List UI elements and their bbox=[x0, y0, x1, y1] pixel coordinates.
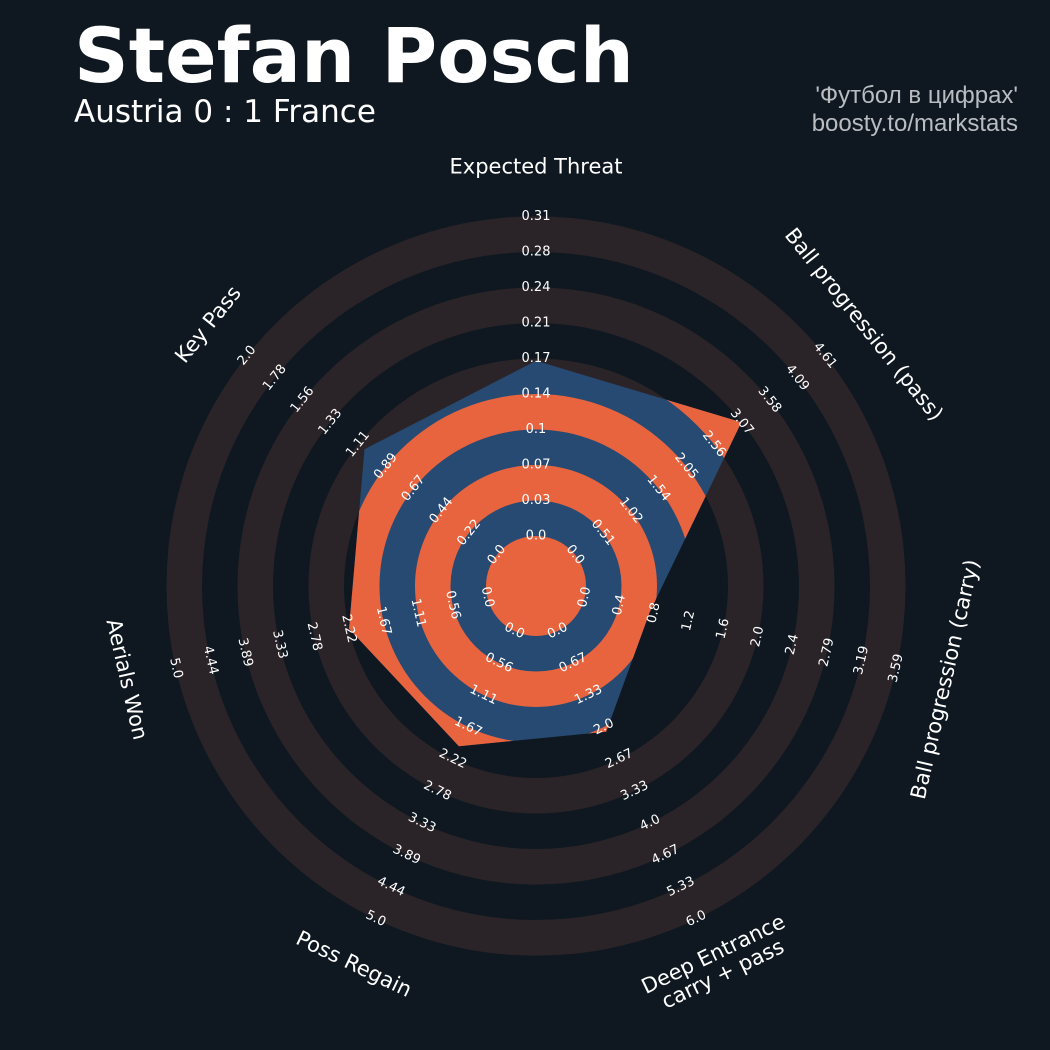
tick-label: 1.6 bbox=[714, 617, 733, 641]
axis-label-poss-regain: Poss Regain bbox=[292, 926, 415, 1002]
tick-label: 0.07 bbox=[522, 458, 551, 473]
axis-label-aerials-won: Aerials Won bbox=[102, 616, 153, 742]
match-subtitle: Austria 0 : 1 France bbox=[74, 94, 376, 130]
tick-label: 0.1 bbox=[526, 422, 547, 437]
axis-label-ball-progression-carry-: Ball progression (carry) bbox=[906, 557, 984, 801]
tick-label: 2.0 bbox=[748, 625, 767, 649]
credit-url: boosty.to/markstats bbox=[811, 110, 1018, 137]
axis-label-key-pass: Key Pass bbox=[170, 281, 246, 367]
credit-channel: 'Футбол в цифрах' bbox=[815, 82, 1018, 109]
axis-label-ball-progression-pass-: Ball progression (pass) bbox=[780, 223, 948, 425]
polygon-band bbox=[415, 465, 657, 707]
tick-label: 4.44 bbox=[200, 645, 221, 677]
tick-label: 3.19 bbox=[851, 645, 872, 677]
polygon-center-disc bbox=[486, 536, 586, 636]
tick-label: 0.17 bbox=[522, 351, 551, 366]
tick-label: 0.4 bbox=[610, 593, 629, 617]
tick-label: 0.03 bbox=[522, 493, 551, 508]
tick-label: 0.24 bbox=[522, 280, 551, 295]
tick-label: 0.21 bbox=[522, 316, 551, 331]
radar-shapes bbox=[349, 360, 742, 747]
tick-label: 1.67 bbox=[373, 605, 394, 637]
tick-label: 1.11 bbox=[407, 597, 428, 629]
tick-label: 3.89 bbox=[234, 637, 255, 669]
tick-label: 0.28 bbox=[522, 245, 551, 260]
tick-label: 0.56 bbox=[442, 589, 463, 621]
tick-label: 3.33 bbox=[269, 629, 290, 661]
tick-label: 1.2 bbox=[679, 609, 698, 633]
tick-label: 3.59 bbox=[886, 652, 907, 684]
tick-label: 0.31 bbox=[522, 209, 551, 224]
tick-label: 2.78 bbox=[304, 621, 325, 653]
player-polygon-highlight bbox=[349, 360, 742, 747]
tick-label: 0.0 bbox=[478, 585, 497, 609]
player-name-title: Stefan Posch bbox=[74, 11, 634, 100]
tick-label: 2.4 bbox=[783, 633, 802, 657]
tick-label: 5.0 bbox=[166, 656, 185, 680]
tick-label: 0.0 bbox=[575, 585, 594, 609]
tick-label: 2.79 bbox=[816, 637, 837, 669]
axis-label-expected-threat: Expected Threat bbox=[450, 155, 623, 179]
tick-label: 2.22 bbox=[338, 613, 359, 645]
tick-label: 0.8 bbox=[644, 601, 663, 625]
tick-label: 0.0 bbox=[526, 529, 547, 544]
tick-label: 0.14 bbox=[522, 387, 551, 402]
